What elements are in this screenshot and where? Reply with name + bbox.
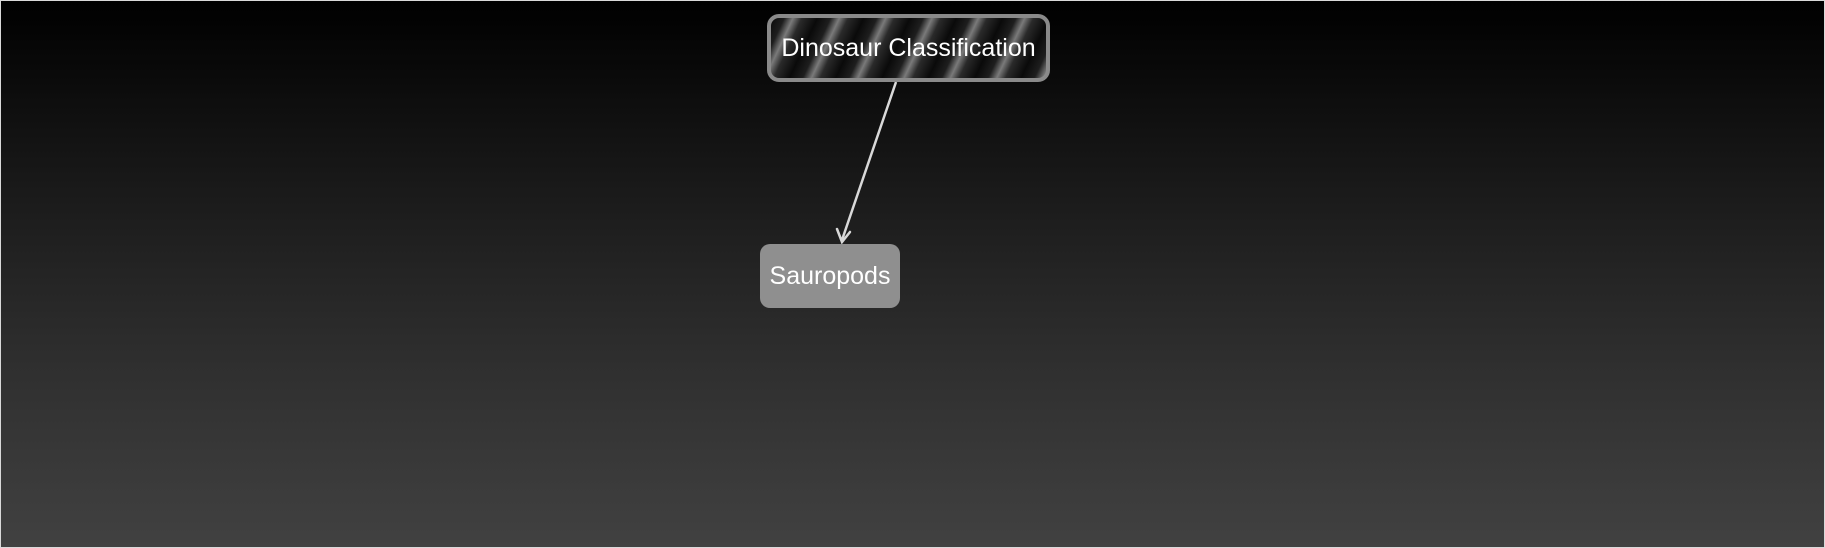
- child-node-sauropods[interactable]: Sauropods: [760, 244, 900, 308]
- edge-root-to-sauropods: [840, 81, 898, 241]
- edge-arrowhead: [835, 227, 852, 245]
- root-node[interactable]: Dinosaur Classification: [767, 14, 1050, 82]
- root-node-label: Dinosaur Classification: [781, 33, 1036, 62]
- child-node-label: Sauropods: [769, 261, 891, 290]
